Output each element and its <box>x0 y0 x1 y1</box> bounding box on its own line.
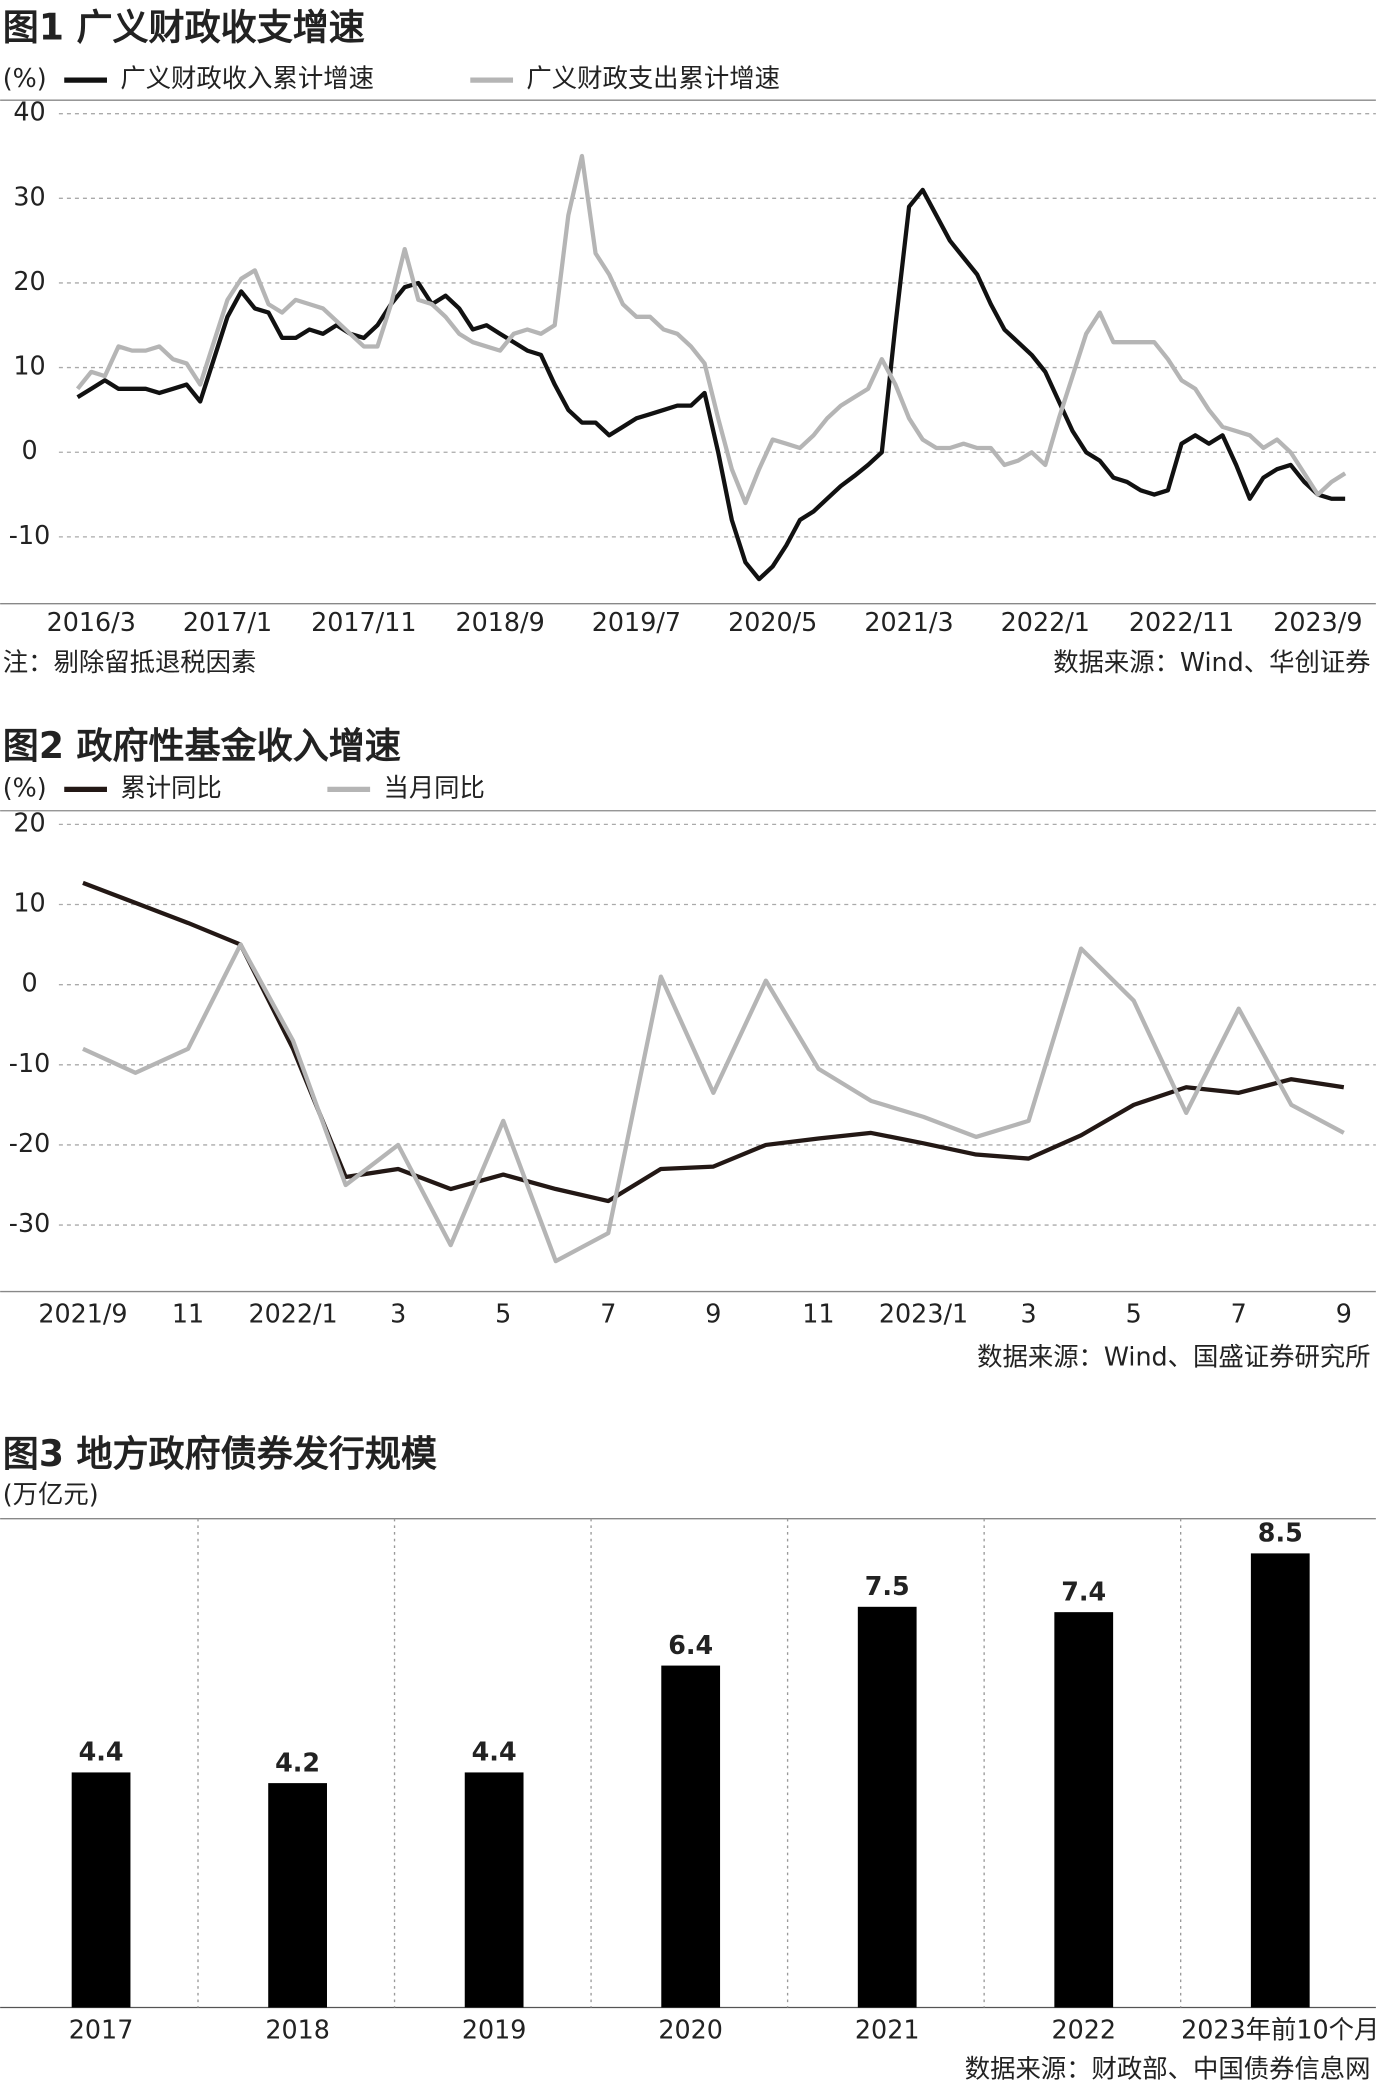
x-tick-label: 11 <box>172 1299 204 1329</box>
x-tick-label: 7 <box>1231 1299 1247 1329</box>
x-tick-label: 2023年前10个月 <box>1181 2015 1376 2045</box>
x-tick-label: 2017 <box>69 2015 134 2045</box>
value-label: 4.2 <box>275 1747 320 1777</box>
source: 数据来源：Wind、国盛证券研究所 <box>977 1341 1370 1371</box>
chart-title: 图3 地方政府债券发行规模 <box>3 1433 437 1475</box>
x-tick-label: 2022/11 <box>1129 607 1234 637</box>
value-label: 8.5 <box>1258 1518 1303 1548</box>
y-unit: (万亿元) <box>3 1479 99 1509</box>
x-tick-label: 5 <box>495 1299 511 1329</box>
value-label: 4.4 <box>472 1737 517 1767</box>
x-tick-label: 2023/1 <box>879 1299 968 1329</box>
y-unit: (%) <box>3 63 47 93</box>
y-tick-label: -20 <box>9 1128 50 1158</box>
x-tick-label: 2019/7 <box>592 607 681 637</box>
x-tick-label: 5 <box>1126 1299 1142 1329</box>
x-tick-label: 2022/1 <box>1001 607 1090 637</box>
value-label: 7.5 <box>865 1571 910 1601</box>
value-label: 6.4 <box>668 1630 713 1660</box>
y-tick-label: 0 <box>21 968 37 998</box>
note: 注：剔除留抵退税因素 <box>3 647 257 677</box>
value-label: 4.4 <box>79 1737 124 1767</box>
legend-label: 广义财政支出累计增速 <box>526 63 780 93</box>
x-tick-label: 2017/1 <box>183 607 272 637</box>
series-line <box>82 880 1345 1204</box>
y-tick-label: 40 <box>13 97 45 127</box>
y-tick-label: -10 <box>9 520 50 550</box>
x-tick-label: 2016/3 <box>47 607 136 637</box>
x-tick-label: 2022 <box>1051 2015 1116 2045</box>
y-tick-label: -10 <box>9 1048 50 1078</box>
x-tick-label: 9 <box>1336 1299 1352 1329</box>
x-tick-label: 3 <box>390 1299 406 1329</box>
legend-label: 累计同比 <box>120 772 221 802</box>
source: 数据来源：Wind、华创证券 <box>1053 647 1370 677</box>
chart-title: 图1 广义财政收支增速 <box>3 6 365 48</box>
y-tick-label: 10 <box>13 888 45 918</box>
series-line <box>75 153 1347 506</box>
y-tick-label: -30 <box>9 1208 50 1238</box>
x-tick-label: 3 <box>1021 1299 1037 1329</box>
bar <box>464 1772 524 2008</box>
x-tick-label: 2023/9 <box>1273 607 1362 637</box>
x-tick-label: 2020 <box>658 2015 723 2045</box>
bar <box>268 1783 327 2008</box>
y-tick-label: 20 <box>13 807 45 837</box>
x-tick-label: 2018 <box>265 2015 330 2045</box>
bar <box>857 1606 917 2008</box>
series-line <box>82 942 1345 1264</box>
legend-label: 当月同比 <box>383 772 484 802</box>
bar <box>1054 1612 1114 2008</box>
y-tick-label: 0 <box>21 435 37 465</box>
x-tick-label: 2018/9 <box>456 607 545 637</box>
x-tick-label: 2017/11 <box>311 607 416 637</box>
x-tick-label: 9 <box>705 1299 721 1329</box>
x-tick-label: 2021 <box>855 2015 920 2045</box>
bar <box>71 1772 131 2008</box>
legend-label: 广义财政收入累计增速 <box>120 63 374 93</box>
y-unit: (%) <box>3 772 47 802</box>
y-tick-label: 20 <box>13 266 45 296</box>
x-tick-label: 2021/9 <box>38 1299 127 1329</box>
chart-title: 图2 政府性基金收入增速 <box>3 725 401 767</box>
x-tick-label: 2020/5 <box>728 607 817 637</box>
y-tick-label: 30 <box>13 181 45 211</box>
bar <box>1250 1553 1310 2008</box>
x-tick-label: 2022/1 <box>248 1299 337 1329</box>
series-line <box>76 187 1346 582</box>
x-tick-label: 2021/3 <box>864 607 953 637</box>
y-tick-label: 10 <box>13 351 45 381</box>
value-label: 7.4 <box>1061 1576 1106 1606</box>
source: 数据来源：财政部、中国债券信息网 <box>965 2053 1371 2083</box>
x-tick-label: 7 <box>600 1299 616 1329</box>
bar <box>661 1665 721 2008</box>
x-tick-label: 2019 <box>462 2015 527 2045</box>
x-tick-label: 11 <box>802 1299 834 1329</box>
